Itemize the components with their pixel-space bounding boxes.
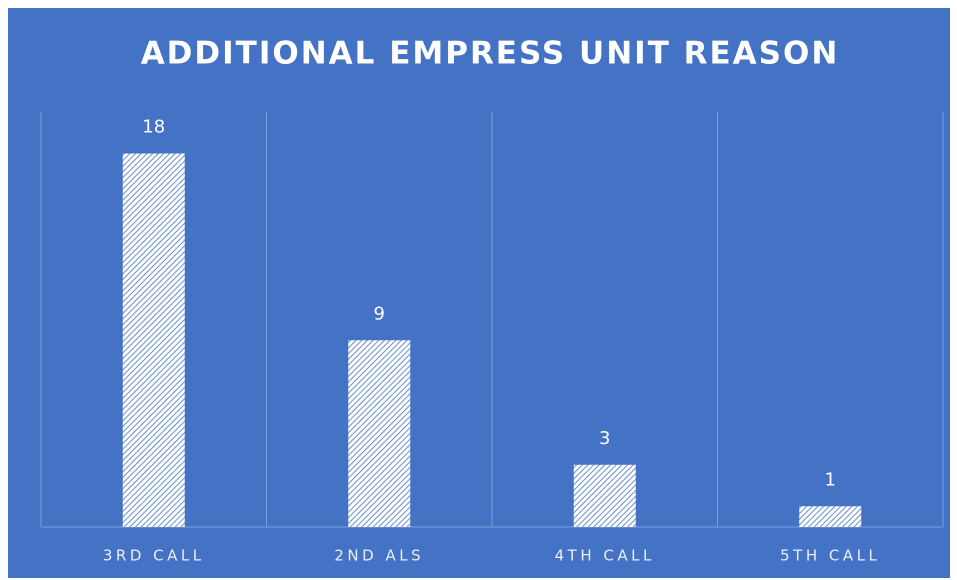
x-tick-label: 4TH CALL [555,547,655,565]
bar [348,340,411,527]
data-label: 1 [825,469,836,490]
bar [122,153,185,527]
x-tick-label: 3RD CALL [103,547,205,565]
chart-title: ADDITIONAL EMPRESS UNIT REASON [141,36,840,72]
x-tick-label: 5TH CALL [780,547,880,565]
x-tick-label: 2ND ALS [334,547,424,565]
data-label: 9 [374,303,385,324]
data-label: 3 [599,428,610,449]
bar [799,506,862,527]
data-label: 18 [142,117,165,138]
bar [573,464,636,527]
